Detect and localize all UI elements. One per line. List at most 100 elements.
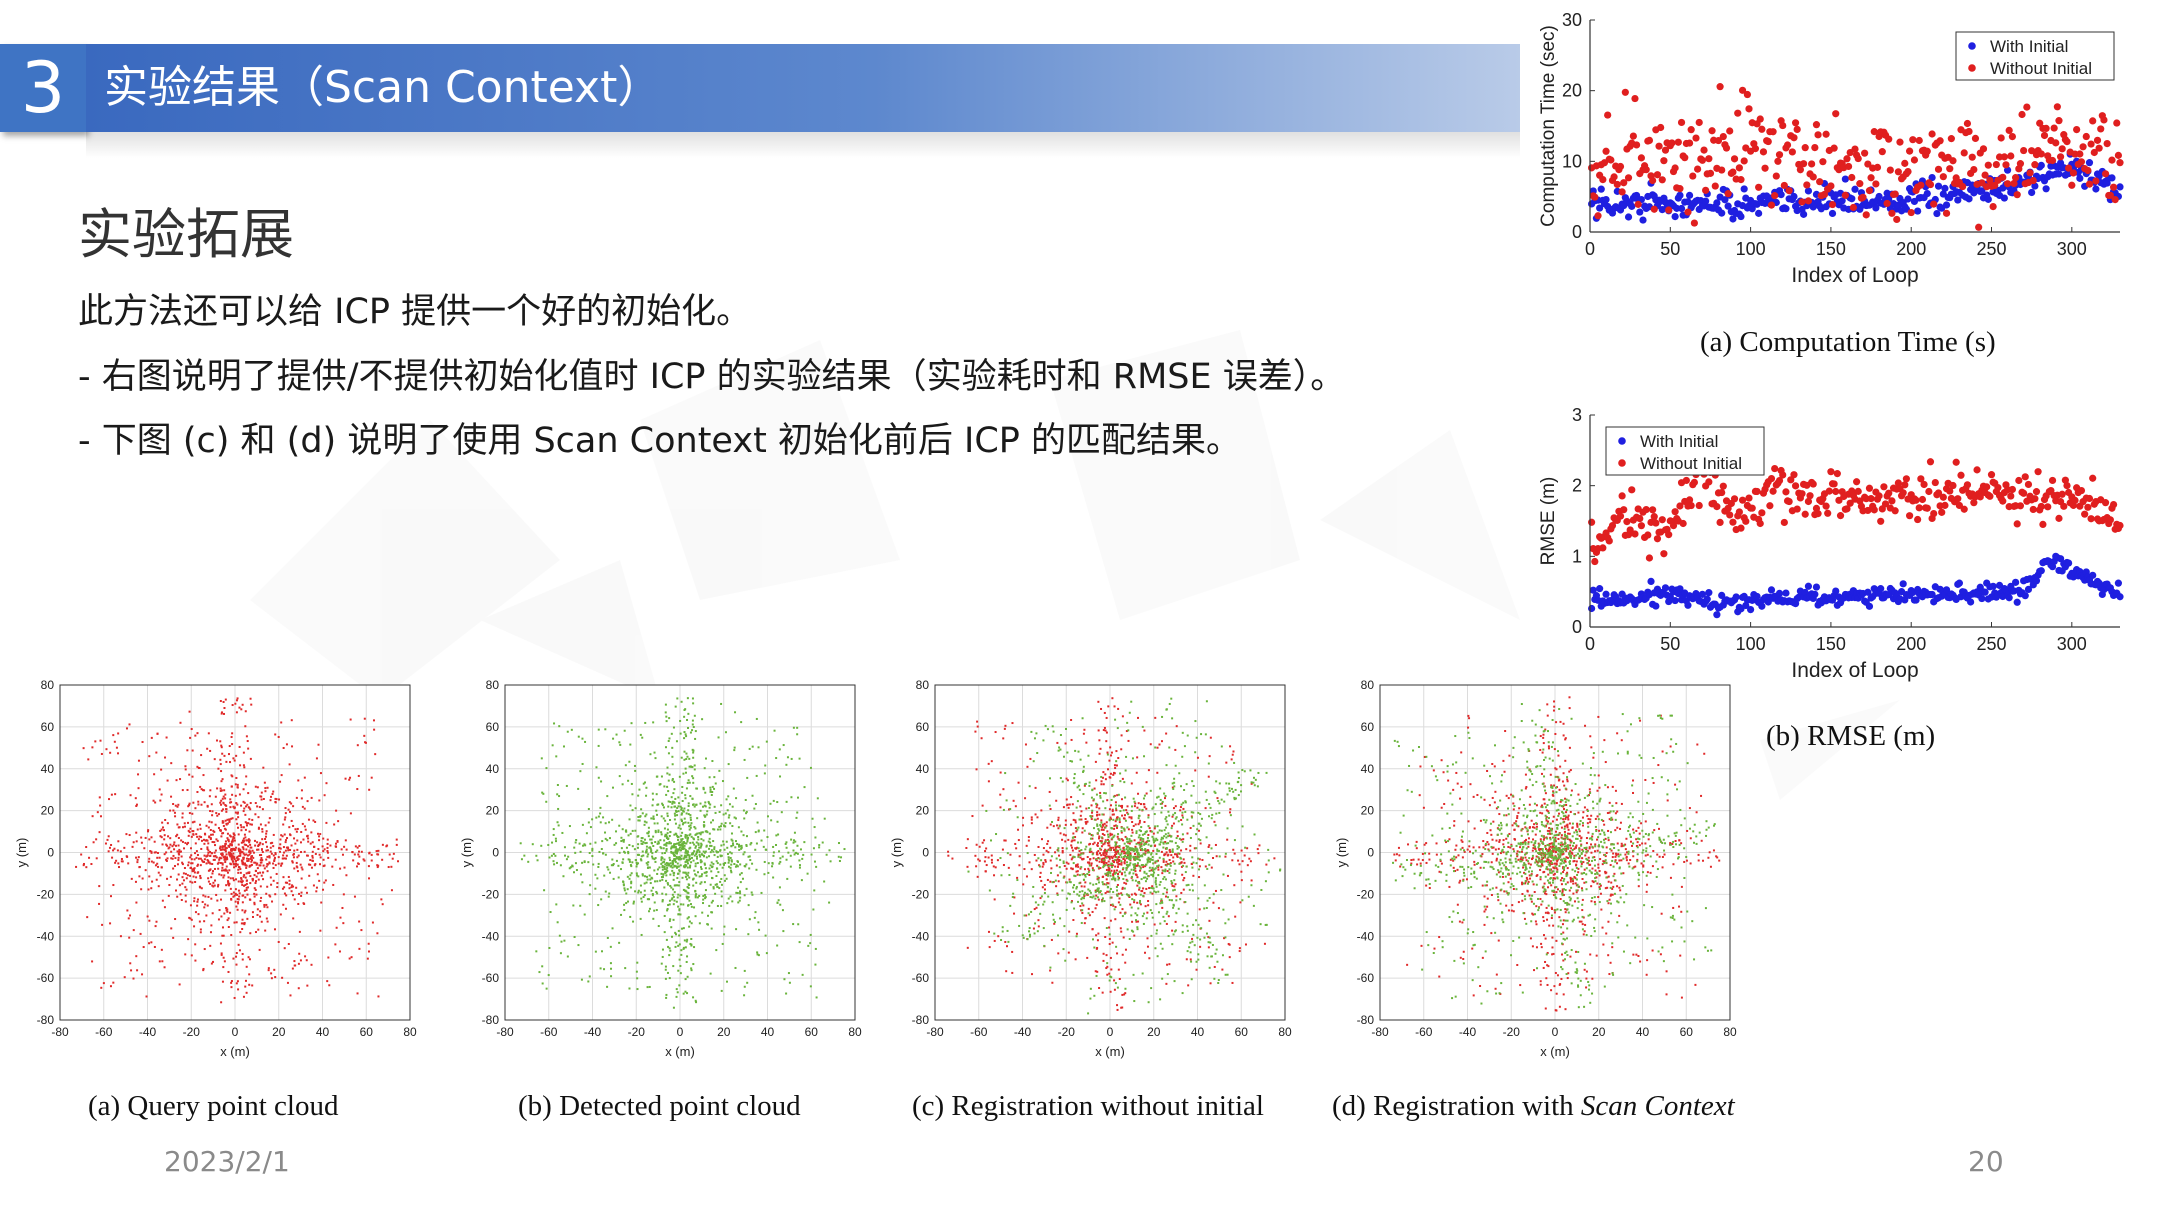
cloud-point	[354, 845, 357, 848]
cloud-point	[628, 877, 631, 880]
data-point	[1959, 182, 1967, 191]
cloud-point	[292, 885, 295, 888]
cloud-point	[1096, 844, 1099, 847]
data-point	[2042, 185, 2050, 193]
cloud-point	[227, 753, 230, 756]
data-point	[2101, 499, 2110, 507]
x-tick-label: 40	[316, 1025, 330, 1039]
data-point	[1724, 202, 1732, 210]
cloud-point	[1083, 784, 1086, 787]
data-point	[1713, 199, 1721, 207]
cloud-point	[137, 773, 140, 776]
cloud-point	[703, 804, 706, 807]
cloud-point	[235, 802, 238, 805]
cloud-point	[701, 718, 704, 721]
data-point	[1780, 181, 1788, 190]
data-point	[2021, 473, 2029, 481]
cloud-point	[649, 882, 652, 885]
cloud-point	[208, 820, 211, 823]
cloud-point	[685, 787, 688, 790]
data-point	[2048, 476, 2057, 485]
cloud-point	[1022, 883, 1025, 886]
data-point	[1783, 141, 1792, 149]
cloud-point	[796, 726, 799, 729]
cloud-point	[681, 823, 684, 826]
cloud-point	[1110, 838, 1113, 841]
cloud-point	[755, 842, 758, 845]
cloud-point	[640, 897, 643, 900]
cloud-point	[1131, 831, 1134, 834]
cloud-point	[745, 887, 748, 890]
cloud-point	[641, 873, 644, 876]
cloud-point	[663, 858, 666, 861]
y-tick-label: -80	[37, 1013, 55, 1027]
cloud-point	[228, 882, 231, 885]
cloud-point	[242, 788, 245, 791]
cloud-point	[1096, 939, 1099, 942]
cloud-point	[640, 859, 643, 862]
data-point	[2095, 144, 2103, 152]
cloud-point	[743, 864, 746, 867]
cloud-point	[674, 859, 677, 862]
cloud-point	[232, 833, 235, 836]
cloud-point	[630, 782, 633, 785]
cloud-point	[682, 865, 685, 868]
cloud-point	[265, 865, 268, 868]
cloud-point	[649, 753, 652, 756]
data-point	[1753, 487, 1761, 496]
data-point	[2089, 117, 2097, 125]
cloud-point	[702, 854, 705, 857]
cloud-point	[129, 794, 132, 797]
cloud-point	[1230, 758, 1233, 761]
x-axis-label: Index of Loop	[1791, 264, 1918, 287]
data-point	[1729, 215, 1737, 223]
cloud-point	[663, 886, 666, 889]
cloud-point	[1086, 856, 1089, 859]
cloud-point	[1120, 831, 1123, 834]
cloud-point	[161, 899, 164, 902]
cloud-point	[245, 822, 248, 825]
data-point	[2087, 140, 2095, 148]
cloud-point	[692, 996, 695, 999]
cloud-point	[1112, 855, 1115, 858]
cloud-point	[150, 851, 153, 854]
cloud-point	[639, 884, 642, 887]
cloud-point	[316, 832, 319, 835]
x-axis-label: x (m)	[665, 1044, 695, 1059]
cloud-point	[307, 818, 310, 821]
cloud-point	[1064, 819, 1067, 822]
cloud-point	[299, 841, 302, 844]
data-point	[1975, 223, 1983, 231]
data-point	[1618, 188, 1626, 196]
cloud-point	[195, 856, 198, 859]
cloud-point	[194, 880, 197, 883]
cloud-point	[685, 895, 688, 898]
data-point	[1650, 205, 1658, 213]
data-point	[1954, 495, 1962, 503]
cloud-point	[181, 840, 184, 843]
cloud-point	[668, 954, 671, 957]
data-point	[1687, 126, 1695, 134]
data-point	[1875, 192, 1883, 201]
x-tick-label: 50	[1660, 634, 1680, 654]
cloud-point	[189, 874, 192, 877]
cloud-point	[665, 841, 668, 844]
cloud-point	[691, 878, 694, 881]
cloud-point	[647, 861, 650, 864]
legend-label: With Initial	[1640, 432, 1718, 451]
data-point	[1702, 186, 1710, 194]
cloud-point	[687, 916, 690, 919]
cloud-point	[256, 805, 259, 808]
cloud-point	[1046, 878, 1049, 881]
cloud-point	[1172, 860, 1175, 863]
cloud-point	[695, 1001, 698, 1004]
cloud-point	[661, 868, 664, 871]
cloud-point	[326, 846, 329, 849]
cloud-point	[381, 903, 384, 906]
cloud-point	[326, 851, 329, 854]
cloud-point	[212, 855, 215, 858]
cloud-point	[689, 795, 692, 798]
cloud-point	[1098, 987, 1101, 990]
cloud-point	[206, 747, 209, 750]
cloud-point	[264, 787, 267, 790]
